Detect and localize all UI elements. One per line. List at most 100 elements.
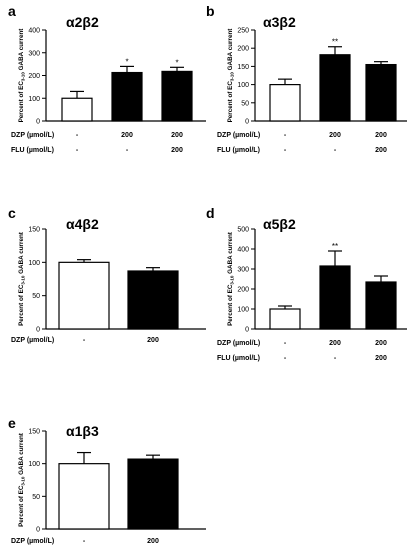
- y-axis-label-main: Percent of EC: [227, 81, 234, 123]
- significance-marker: *: [125, 57, 128, 66]
- panel-letter: b: [206, 3, 215, 19]
- treatment-row-label: DZP (µmol/L): [217, 132, 260, 139]
- y-axis-label-tail: GABA current: [227, 28, 234, 72]
- y-tick-label: 0: [36, 327, 40, 334]
- y-tick-label: 300: [237, 267, 249, 274]
- panel-letter: d: [206, 205, 215, 221]
- y-tick-label: 50: [241, 100, 249, 107]
- y-tick-label: 150: [28, 227, 40, 234]
- treatment-cell: -: [83, 538, 86, 545]
- y-tick-label: 100: [28, 96, 40, 103]
- bar: [58, 261, 110, 330]
- y-axis-label-tail: GABA current: [18, 231, 25, 275]
- panel-letter: e: [8, 415, 16, 431]
- y-axis-label-sub: 3-10: [230, 275, 235, 285]
- treatment-row-label: FLU (µmol/L): [217, 147, 260, 154]
- panel-title: α4β2: [66, 216, 99, 232]
- bar: [127, 270, 179, 330]
- treatment-cell: -: [83, 337, 86, 344]
- y-tick-label: 200: [28, 73, 40, 80]
- y-axis-label-tail: GABA current: [227, 231, 234, 275]
- significance-marker: *: [175, 58, 178, 67]
- treatment-cell: 200: [329, 340, 341, 347]
- y-axis-label-sub: 3-10: [21, 275, 26, 285]
- treatment-row-label: FLU (µmol/L): [217, 355, 260, 362]
- treatment-row-label: DZP (µmol/L): [11, 538, 54, 545]
- treatment-cell: 200: [121, 132, 133, 139]
- panel-letter: a: [8, 3, 16, 19]
- panel-c: c α4β2 Percent of EC3-10 GABA current 0 50 10…: [8, 205, 206, 344]
- bar: [365, 63, 397, 122]
- y-axis-label: Percent of EC3-10 GABA current: [18, 28, 26, 123]
- y-axis-label-main: Percent of EC: [18, 284, 25, 326]
- treatment-cell: -: [76, 132, 79, 139]
- treatment-cell: -: [126, 147, 129, 154]
- y-axis-label-tail: GABA current: [18, 432, 25, 476]
- significance-marker: **: [332, 38, 338, 47]
- treatment-row-label: DZP (µmol/L): [11, 132, 54, 139]
- treatment-cell: 200: [147, 337, 159, 344]
- treatment-cell: 200: [147, 538, 159, 545]
- bar: [269, 83, 301, 122]
- bar: [111, 71, 143, 122]
- treatment-cell: -: [284, 355, 287, 362]
- panel-a: a α2β2 Percent of EC3-10 GABA current 0 100 2…: [8, 3, 206, 154]
- panel-title: α3β2: [263, 14, 296, 30]
- panel-d: d α5β2 Percent of EC3-10 GABA current 0 100 2…: [206, 205, 407, 362]
- y-tick-label: 200: [237, 46, 249, 53]
- treatment-cell: 200: [375, 147, 387, 154]
- panel-b: b α3β2 Percent of EC3-10 GABA current 0 50 10…: [206, 3, 407, 154]
- treatment-row-label: DZP (µmol/L): [217, 340, 260, 347]
- bar: [58, 463, 110, 530]
- y-axis-label-sub: 3-10: [21, 72, 26, 82]
- y-axis-label-main: Percent of EC: [18, 485, 25, 527]
- bar: [161, 70, 193, 122]
- panel-title: α2β2: [66, 14, 99, 30]
- y-axis-label-main: Percent of EC: [227, 284, 234, 326]
- y-axis-label: Percent of EC3-10 GABA current: [227, 231, 235, 326]
- treatment-cell: -: [334, 147, 337, 154]
- treatment-cell: -: [76, 147, 79, 154]
- bar: [319, 54, 351, 122]
- y-axis-label: Percent of EC3-10 GABA current: [18, 432, 26, 527]
- y-axis-label-main: Percent of EC: [18, 81, 25, 123]
- y-tick-label: 300: [28, 50, 40, 57]
- y-tick-label: 0: [36, 527, 40, 534]
- y-tick-label: 0: [245, 119, 249, 126]
- y-axis-label-sub: 3-10: [230, 72, 235, 82]
- y-axis-label-sub: 3-10: [21, 476, 26, 486]
- y-tick-label: 0: [245, 327, 249, 334]
- y-axis-label: Percent of EC3-10 GABA current: [227, 28, 235, 123]
- y-tick-label: 100: [237, 307, 249, 314]
- bar: [269, 308, 301, 330]
- treatment-cell: 200: [329, 132, 341, 139]
- y-tick-label: 500: [237, 227, 249, 234]
- treatment-cell: 200: [171, 147, 183, 154]
- y-tick-label: 50: [32, 293, 40, 300]
- treatment-cell: -: [284, 147, 287, 154]
- treatment-cell: 200: [375, 132, 387, 139]
- y-tick-label: 200: [237, 287, 249, 294]
- bar: [61, 97, 93, 122]
- treatment-cell: 200: [375, 355, 387, 362]
- treatment-cell: 200: [171, 132, 183, 139]
- y-tick-label: 50: [32, 494, 40, 501]
- bar: [127, 458, 179, 530]
- treatment-cell: -: [284, 340, 287, 347]
- treatment-cell: -: [334, 355, 337, 362]
- y-tick-label: 400: [237, 247, 249, 254]
- y-tick-label: 400: [28, 28, 40, 35]
- significance-marker: **: [332, 242, 338, 251]
- treatment-cell: 200: [375, 340, 387, 347]
- y-tick-label: 100: [28, 260, 40, 267]
- y-tick-label: 150: [28, 429, 40, 436]
- panel-title: α1β3: [66, 423, 99, 439]
- y-tick-label: 100: [28, 461, 40, 468]
- y-tick-label: 0: [36, 119, 40, 126]
- panel-letter: c: [8, 205, 16, 221]
- y-tick-label: 150: [237, 64, 249, 71]
- bar: [319, 265, 351, 330]
- treatment-row-label: FLU (µmol/L): [11, 147, 54, 154]
- y-axis-label: Percent of EC3-10 GABA current: [18, 231, 26, 326]
